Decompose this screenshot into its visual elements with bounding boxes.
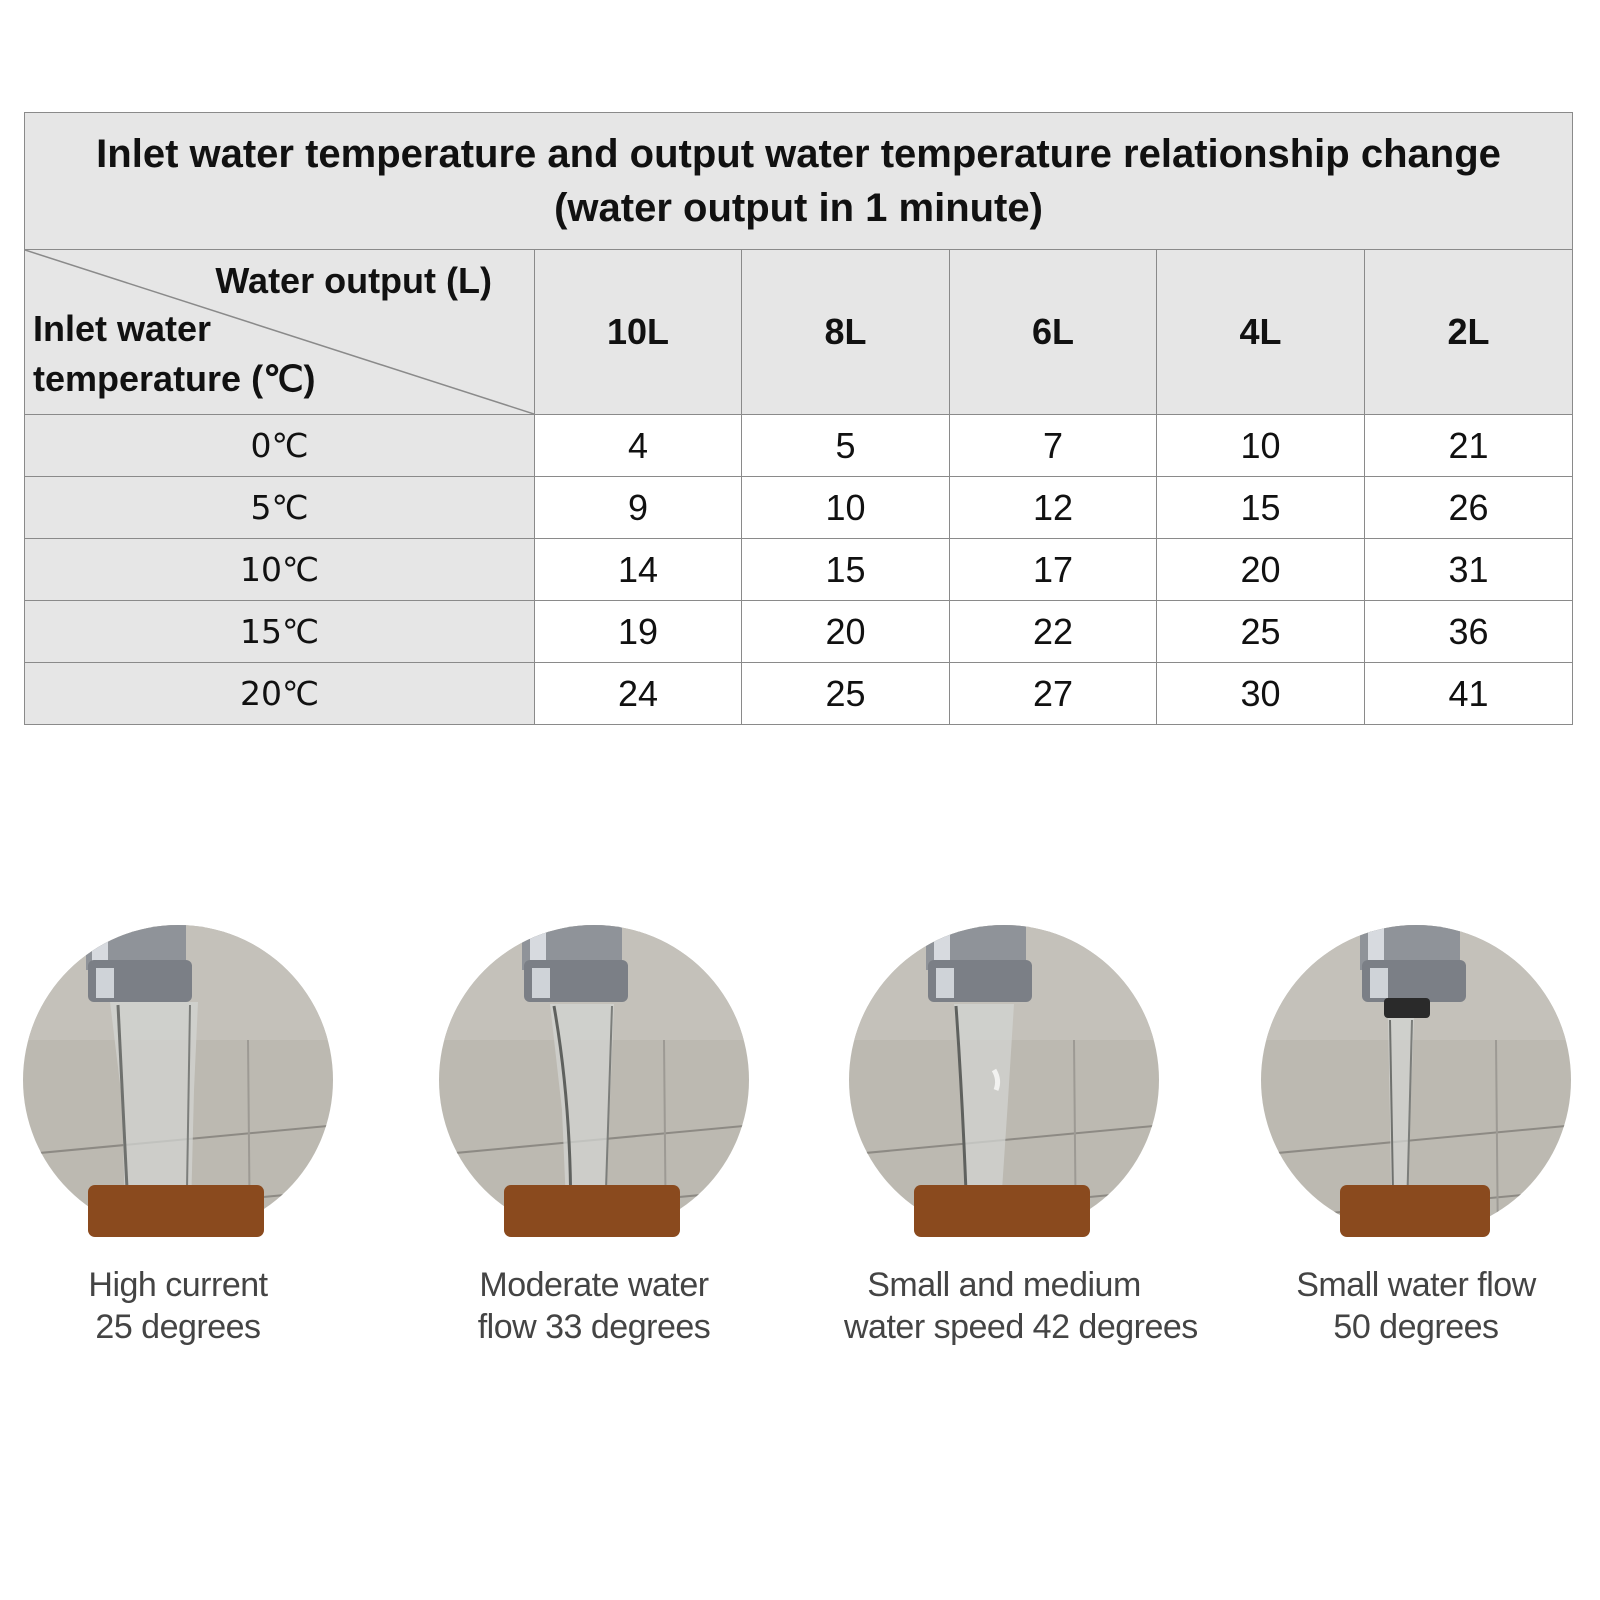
column-header: 8L [741,249,950,415]
caption-line-1: Moderate water [479,1266,709,1304]
table-cell: 27 [949,662,1157,725]
photo-card-small-medium-flow: Small and medium water speed 42 degrees [844,920,1198,1348]
caption-line-2: 50 degrees [1333,1308,1499,1346]
corner-header-cell: Water output (L) Inlet water temperature… [24,249,535,415]
photo-card-moderate-flow: Moderate water flow 33 degrees [434,920,754,1348]
corner-row-label-line-2: temperature (℃) [33,358,316,399]
table-header-row: Water output (L) Inlet water temperature… [24,249,1574,415]
caption-line-1: Small water flow [1296,1266,1536,1304]
table-cell: 9 [534,476,742,539]
table-cell: 12 [949,476,1157,539]
temperature-table-container: Inlet water temperature and output water… [23,112,1574,725]
table-cell: 19 [534,600,742,663]
table-cell: 36 [1363,600,1574,663]
faucet-flow-gallery: High current 25 degrees [0,920,1600,1380]
faucet-photo-small-medium-flow [849,925,1159,1237]
corner-row-label: Inlet water temperature (℃) [33,304,315,404]
column-header: 10L [534,249,742,415]
table-cell: 30 [1156,662,1365,725]
table-row: 20℃ 24 25 27 30 41 [24,662,1574,725]
photo-caption: Small water flow 50 degrees [1256,1264,1576,1348]
table-cell: 4 [534,414,742,477]
caption-line-1: Small and medium [867,1266,1141,1304]
faucet-photo-high-current [23,925,333,1237]
diagonal-divider [25,250,534,414]
column-header: 4L [1156,249,1365,415]
column-header: 2L [1363,249,1574,415]
row-header: 15℃ [24,600,535,663]
faucet-photo-moderate-flow [439,925,749,1237]
table-row: 5℃ 9 10 12 15 26 [24,476,1574,539]
photo-card-high-current: High current 25 degrees [18,920,338,1348]
table-cell: 7 [949,414,1157,477]
photo-caption: High current 25 degrees [18,1264,338,1348]
column-header: 6L [949,249,1157,415]
table-cell: 17 [949,538,1157,601]
row-header: 0℃ [24,414,535,477]
table-cell: 31 [1363,538,1574,601]
table-cell: 10 [741,476,950,539]
table-title: Inlet water temperature and output water… [23,112,1574,250]
caption-line-2: flow 33 degrees [477,1308,711,1346]
caption-line-2: 25 degrees [95,1308,261,1346]
table-cell: 20 [1156,538,1365,601]
table-row: 15℃ 19 20 22 25 36 [24,600,1574,663]
table-cell: 21 [1363,414,1574,477]
photo-caption: Small and medium water speed 42 degrees [844,1264,1198,1348]
table-cell: 14 [534,538,742,601]
table-title-line-2: (water output in 1 minute) [554,186,1043,230]
table-cell: 5 [741,414,950,477]
corner-row-label-line-1: Inlet water [33,308,212,349]
table-row: 10℃ 14 15 17 20 31 [24,538,1574,601]
table-cell: 15 [741,538,950,601]
photo-caption: Moderate water flow 33 degrees [434,1264,754,1348]
table-title-line-1: Inlet water temperature and output water… [96,132,1501,176]
faucet-photo-small-flow [1261,925,1571,1237]
table-cell: 20 [741,600,950,663]
row-header: 20℃ [24,662,535,725]
table-cell: 24 [534,662,742,725]
table-row: 0℃ 4 5 7 10 21 [24,414,1574,477]
table-cell: 22 [949,600,1157,663]
table-cell: 10 [1156,414,1365,477]
table-cell: 41 [1363,662,1574,725]
table-cell: 25 [741,662,950,725]
caption-line-2: water speed 42 degrees [844,1308,1198,1346]
caption-line-1: High current [88,1266,268,1304]
temperature-table: Inlet water temperature and output water… [23,112,1574,725]
row-header: 10℃ [24,538,535,601]
table-cell: 15 [1156,476,1365,539]
table-cell: 25 [1156,600,1365,663]
row-header: 5℃ [24,476,535,539]
corner-column-label: Water output (L) [215,260,492,301]
table-cell: 26 [1363,476,1574,539]
photo-card-small-flow: Small water flow 50 degrees [1256,920,1576,1348]
